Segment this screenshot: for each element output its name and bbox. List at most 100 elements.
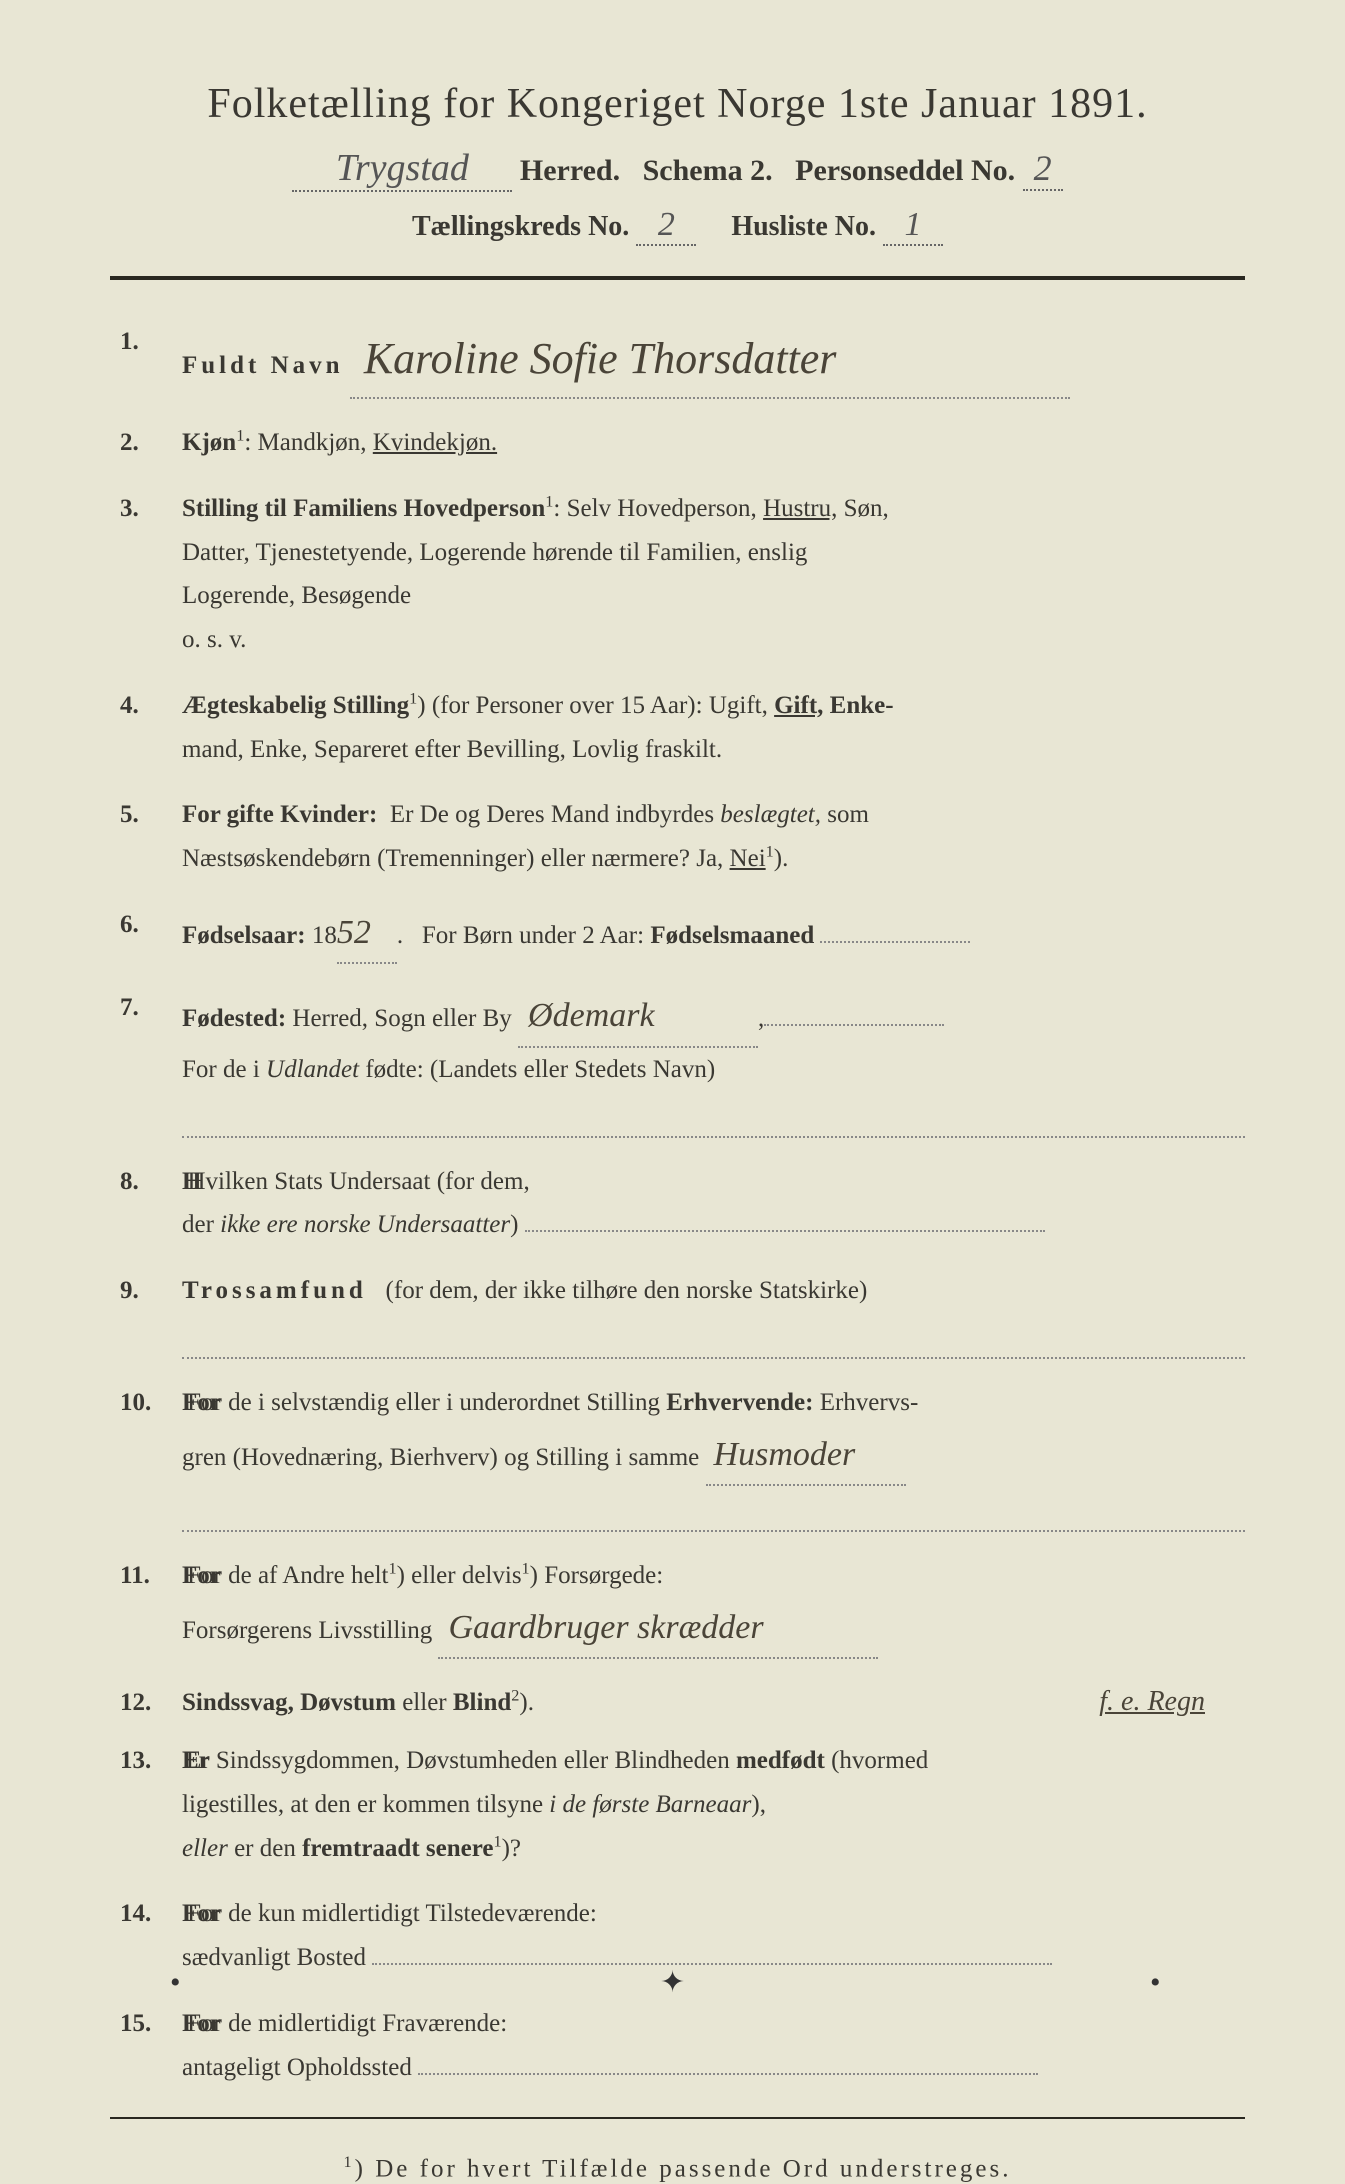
text2: For Børn under 2 Aar: [422,922,644,949]
prefix18: 18 [312,922,337,949]
label2: Blind [453,1689,511,1716]
month-blank [820,941,970,943]
item-num: 7. [120,986,182,1137]
line2: antageligt Opholdssted [182,2046,1245,2090]
opt-kvindekjon: Kvindekjøn. [373,429,497,456]
item-7: 7. Fødested: Herred, Sogn eller By Ødema… [120,986,1245,1137]
item-num: 6. [120,903,182,965]
line3: eller er den fremtraadt senere1)? [182,1827,1245,1871]
paper-mark-icon: ✦ [660,1965,685,2000]
item-body: Sindssvag, Døvstum eller Blind2). f. e. … [182,1681,1245,1725]
item-2: 2. Kjøn1: Mandkjøn, Kvindekjøn. [120,421,1245,465]
field-label: Kjøn [182,429,236,456]
text1b: som [827,801,869,828]
italic1: beslægtet, [720,801,821,828]
item-body: For For de midlertidigt Fraværende: anta… [182,2002,1245,2090]
divider-bottom [110,2117,1245,2119]
field-label: For gifte Kvinder: [182,801,377,828]
line2: Næstsøskendebørn (Tremenninger) eller næ… [182,837,1245,881]
title-sub-line: Trygstad Herred. Schema 2. Personseddel … [110,146,1245,192]
item-num: 2. [120,421,182,465]
item-6: 6. Fødselsaar: 1852. For Børn under 2 Aa… [120,903,1245,965]
sup: 1 [409,689,417,707]
opt-ugift: Ugift, [709,692,768,719]
item-body: Trossamfund (for dem, der ikke tilhøre d… [182,1269,1245,1359]
opt-selv: Selv Hovedperson, [567,495,757,522]
occupation-hw: Husmoder [706,1425,906,1487]
opt-hustru: Hustru, [763,495,837,522]
item-num: 11. [120,1554,182,1659]
item-body: For gifte Kvinder: Er De og Deres Mand i… [182,793,1245,881]
footnote-sup: 1 [344,2153,355,2171]
item-3: 3. Stilling til Familiens Hovedperson1: … [120,487,1245,662]
text1: For de midlertidigt Fraværende: [187,2010,507,2037]
husliste-label: Husliste No. [731,211,876,242]
personseddel-hw: 2 [1023,147,1063,191]
personseddel-label: Personseddel No. [795,154,1015,187]
item-5: 5. For gifte Kvinder: Er De og Deres Man… [120,793,1245,881]
item-num: 15. [120,2002,182,2090]
text1: Hvilken Stats Undersaat (for dem, [187,1168,529,1195]
item-body: For For de af Andre helt1) eller delvis1… [182,1554,1245,1659]
text1: Herred, Sogn eller By [292,1005,511,1032]
item-1: 1. Fuldt Navn Karoline Sofie Thorsdatter [120,320,1245,399]
text1: Er De og Deres Mand indbyrdes [390,801,714,828]
item-15: 15. For For de midlertidigt Fraværende: … [120,2002,1245,2090]
item-num: 3. [120,487,182,662]
text: (for dem, der ikke tilhøre den norske St… [386,1277,868,1304]
note-hw: f. e. Regn [1099,1677,1205,1726]
item-num: 13. [120,1739,182,1870]
line2: gren (Hovednæring, Bierhverv) og Stillin… [182,1425,1245,1487]
kreds-label: Tællingskreds No. [412,211,629,242]
item-num: 9. [120,1269,182,1359]
opt-son: Søn, [844,495,889,522]
item-body: Stilling til Familiens Hovedperson1: Sel… [182,487,1245,662]
field-label: Ægteskabelig Stilling [182,692,409,719]
item-num: 8. [120,1160,182,1248]
field-label: Fuldt Navn [182,352,344,379]
blank-line [182,1319,1245,1359]
bold1: medfødt [736,1747,825,1774]
bold1: Erhvervende: [666,1389,813,1416]
opt-mandkjon: Mandkjøn, [258,429,367,456]
text: eller [402,1689,446,1716]
field-label: Trossamfund [182,1277,367,1304]
field-label: Stilling til Familiens Hovedperson [182,495,545,522]
text1b: Erhvervs- [820,1389,919,1416]
blank-line [182,1098,1245,1138]
kreds-hw: 2 [636,206,696,246]
text1: For de kun midlertidigt Tilstedeværende: [187,1900,597,1927]
item-4: 4. Ægteskabelig Stilling1) (for Personer… [120,684,1245,772]
title-main: Folketælling for Kongeriget Norge 1ste J… [110,80,1245,128]
text1: For de i selvstændig eller i underordnet… [187,1389,660,1416]
item-body: Ægteskabelig Stilling1) (for Personer ov… [182,684,1245,772]
line2: Datter, Tjenestetyende, Logerende hørend… [182,531,1245,575]
herred-handwritten: Trygstad [292,146,512,192]
footnote: 1) De for hvert Tilfælde passende Ord un… [110,2153,1245,2183]
item-num: 12. [120,1681,182,1725]
item-num: 10. [120,1381,182,1532]
line2: Forsørgerens Livsstilling Gaardbruger sk… [182,1598,1245,1660]
item-body: Kjøn1: Mandkjøn, Kvindekjøn. [182,421,1245,465]
line3: Logerende, Besøgende [182,574,1245,618]
title-third-line: Tællingskreds No. 2 Husliste No. 1 [110,206,1245,246]
item-8: 8. HHvilken Stats Undersaat (for dem, de… [120,1160,1245,1248]
line2: For de i Udlandet fødte: (Landets eller … [182,1048,1245,1092]
field-label: Sindssvag, Døvstum [182,1689,396,1716]
document-header: Folketælling for Kongeriget Norge 1ste J… [110,80,1245,246]
name-handwritten: Karoline Sofie Thorsdatter [350,320,1070,399]
line2: sædvanligt Bosted [182,1936,1245,1980]
blank-line [182,1492,1245,1532]
item-num: 5. [120,793,182,881]
divider-top [110,276,1245,280]
line2: der ikke ere norske Undersaatter) [182,1203,1245,1247]
item-body: Fødselsaar: 1852. For Børn under 2 Aar: … [182,903,1245,965]
item-10: 10. For For de i selvstændig eller i und… [120,1381,1245,1532]
field-label: Fødested: [182,1005,286,1032]
text1: For de af Andre helt [187,1562,388,1589]
opt-enke: Enke- [830,692,894,719]
field-label: Fødselsaar: [182,922,306,949]
herred-label: Herred. [520,154,620,187]
year-hw: 52 [337,903,397,965]
item-body: For For de kun midlertidigt Tilstedevære… [182,1892,1245,1980]
